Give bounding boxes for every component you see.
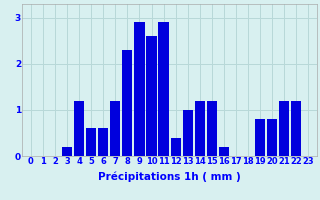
Bar bbox=[183, 110, 193, 156]
Bar bbox=[291, 101, 301, 156]
Bar bbox=[255, 119, 265, 156]
X-axis label: Précipitations 1h ( mm ): Précipitations 1h ( mm ) bbox=[98, 172, 241, 182]
Bar bbox=[279, 101, 289, 156]
Bar bbox=[122, 50, 132, 156]
Bar bbox=[134, 22, 145, 156]
Bar bbox=[62, 147, 72, 156]
Bar bbox=[195, 101, 205, 156]
Bar bbox=[146, 36, 156, 156]
Bar bbox=[110, 101, 120, 156]
Bar bbox=[74, 101, 84, 156]
Bar bbox=[158, 22, 169, 156]
Bar bbox=[86, 128, 96, 156]
Bar bbox=[267, 119, 277, 156]
Bar bbox=[98, 128, 108, 156]
Bar bbox=[219, 147, 229, 156]
Bar bbox=[207, 101, 217, 156]
Bar bbox=[171, 138, 181, 156]
